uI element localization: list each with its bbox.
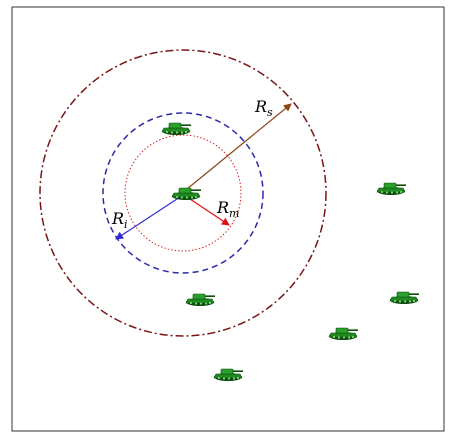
rm-label-main: R [216, 198, 229, 217]
sensing-range-circle [39, 49, 327, 337]
ri-arrow [115, 196, 181, 240]
frame-border [11, 6, 445, 432]
ri-label: Ri [111, 209, 128, 231]
rs-label-main: R [254, 97, 267, 116]
rm-label-sub: m [229, 207, 239, 220]
tank-icon-right-lower [328, 327, 359, 341]
rs-arrow [186, 103, 292, 190]
tank-icon-bottom [213, 368, 244, 382]
ri-label-sub: i [124, 218, 128, 231]
ri-label-main: R [111, 209, 124, 228]
rs-label: Rs [254, 97, 273, 119]
rs-label-sub: s [267, 106, 273, 119]
minimum-range-circle [124, 134, 242, 252]
interaction-range-circle [102, 112, 264, 274]
tank-icon-center [171, 187, 202, 201]
tank-icon-right-upper [376, 182, 407, 196]
rm-arrow [189, 198, 230, 226]
rm-label: Rm [216, 198, 239, 220]
tank-icon-far-right [389, 291, 420, 305]
tank-icon-left-lower [185, 293, 216, 307]
tank-icon-upper [161, 122, 192, 136]
